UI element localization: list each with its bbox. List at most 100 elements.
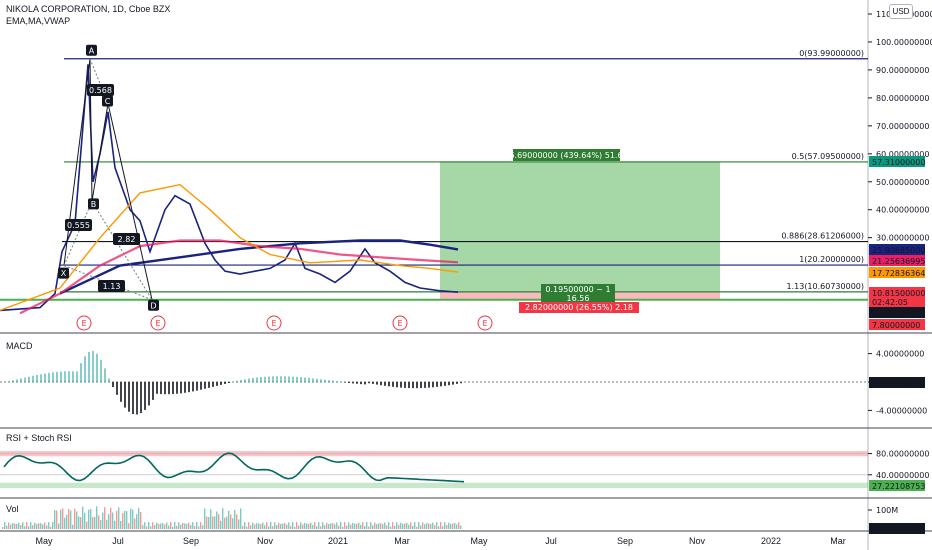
volume-bar: [198, 526, 200, 529]
price-label-bg[interactable]: [869, 244, 925, 255]
rsi-title[interactable]: RSI + Stoch RSI: [6, 433, 72, 443]
macd-histogram-bar: [224, 382, 226, 384]
pattern-point-b[interactable]: [88, 198, 99, 210]
ma-line[interactable]: [19, 239, 459, 315]
harmonic-leg[interactable]: [91, 103, 109, 202]
price-label-bg[interactable]: [869, 319, 925, 330]
time-axis-label: Mar: [830, 536, 846, 546]
volume-title[interactable]: Vol: [6, 504, 19, 514]
currency-button[interactable]: USD: [889, 4, 913, 19]
volume-bar: [236, 514, 238, 529]
price-label-bg[interactable]: [869, 287, 925, 298]
macd-histogram-bar: [364, 382, 366, 385]
earnings-marker[interactable]: [392, 315, 408, 331]
harmonic-leg[interactable]: [89, 58, 93, 202]
volume-bar: [390, 526, 392, 529]
ema-line[interactable]: [0, 183, 459, 312]
time-axis-label: Jul: [545, 536, 557, 546]
volume-bar: [280, 523, 282, 529]
volume-bar: [56, 510, 58, 529]
price-series[interactable]: [0, 64, 459, 312]
volume-bar: [284, 522, 286, 529]
volume-bar: [34, 522, 36, 529]
price-label-bg[interactable]: [869, 156, 925, 167]
volume-bar: [210, 509, 212, 529]
price-tick-label: 80.00000000: [876, 94, 929, 103]
entry-label-bg[interactable]: [541, 284, 615, 304]
volume-bar: [316, 526, 318, 529]
pattern-point-a[interactable]: [86, 44, 97, 56]
price-label: 10.62000000: [872, 309, 925, 318]
harmonic-leg[interactable]: [63, 58, 91, 266]
volume-bar: [344, 522, 346, 529]
macd-histogram-bar: [196, 382, 198, 391]
macd-histogram-bar: [276, 376, 278, 383]
volume-bar: [22, 522, 24, 529]
macd-histogram-bar: [412, 382, 414, 389]
volume-bar: [442, 526, 444, 529]
volume-bar: [230, 514, 232, 529]
volume-bar: [364, 526, 366, 529]
volume-bar: [288, 522, 290, 529]
macd-histogram-bar: [76, 371, 78, 383]
rsi-tick-label: 40.00000000: [876, 471, 929, 480]
price-label-bg[interactable]: [869, 255, 925, 266]
volume-bar: [292, 522, 294, 529]
stop-label-bg[interactable]: [519, 302, 639, 313]
volume-bar: [406, 522, 408, 529]
pattern-point-d[interactable]: [148, 299, 159, 311]
volume-bar: [418, 522, 420, 529]
macd-histogram-bar: [16, 379, 18, 383]
earnings-marker[interactable]: [76, 315, 92, 331]
macd-histogram-bar: [408, 382, 410, 389]
symbol-title[interactable]: NIKOLA CORPORATION, 1D, Cboe BZX: [6, 4, 171, 14]
pattern-point-x[interactable]: [58, 267, 69, 279]
volume-bar: [234, 509, 236, 529]
stop-label: 2.82000000 (26.55%) 2.18: [525, 303, 633, 312]
price-label-bg[interactable]: [869, 307, 925, 318]
indicator-legend[interactable]: EMA,MA,VWAP: [6, 16, 71, 26]
pattern-ratio-label: 2.82: [118, 235, 136, 244]
volume-bar: [252, 522, 254, 529]
volume-bar: [184, 523, 186, 529]
macd-histogram-bar: [136, 382, 138, 415]
time-axis-label: Jul: [112, 536, 124, 546]
macd-histogram-bar: [312, 378, 314, 383]
macd-histogram-bar: [116, 382, 118, 395]
macd-histogram-bar: [32, 375, 34, 383]
volume-bar: [436, 522, 438, 529]
price-label-bg[interactable]: [869, 296, 925, 307]
pattern-point-label: C: [105, 97, 111, 106]
profit-zone[interactable]: [440, 161, 720, 292]
volume-bar: [294, 526, 296, 529]
vwap-line[interactable]: [59, 239, 459, 295]
volume-bar: [166, 522, 168, 529]
volume-bar: [214, 516, 216, 529]
earnings-marker[interactable]: [150, 315, 166, 331]
macd-histogram-bar: [44, 373, 46, 383]
volume-bar: [318, 522, 320, 529]
price-label-bg[interactable]: [869, 267, 925, 278]
rsi-line[interactable]: [3, 452, 465, 483]
volume-bar: [180, 524, 182, 529]
volume-bar: [92, 517, 94, 529]
volume-bar: [426, 523, 428, 529]
earnings-marker[interactable]: [266, 315, 282, 331]
earnings-marker[interactable]: [477, 315, 493, 331]
harmonic-leg[interactable]: [107, 103, 153, 300]
volume-bar: [440, 522, 442, 529]
volume-bar: [172, 526, 174, 529]
volume-bar: [148, 522, 150, 529]
fib-level-label: 0.5(57.09500000): [792, 152, 864, 161]
volume-bar: [190, 524, 192, 529]
macd-histogram-bar: [128, 382, 130, 412]
volume-bar: [382, 524, 384, 529]
macd-histogram-bar: [320, 379, 322, 383]
target-label-bg[interactable]: [513, 149, 620, 161]
macd-histogram-bar: [284, 376, 286, 383]
fib-level-label: 0.886(28.61206000): [781, 232, 864, 241]
pattern-point-c[interactable]: [102, 95, 113, 107]
volume-bar: [90, 509, 92, 529]
macd-title[interactable]: MACD: [6, 341, 33, 351]
